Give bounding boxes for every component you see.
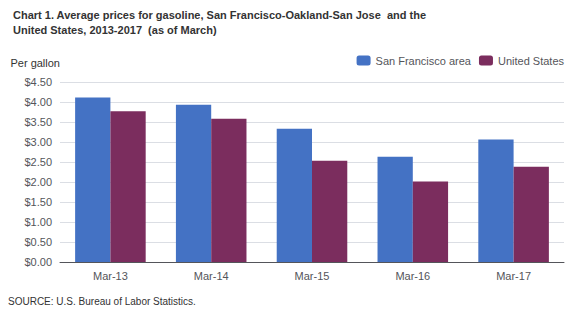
- svg-text:United States, 2013-2017 (as: United States, 2013-2017 (as of March): [13, 24, 217, 36]
- svg-text:SOURCE: U.S. Bureau of Labor S: SOURCE: U.S. Bureau of Labor Statistics.: [8, 296, 196, 307]
- svg-text:$1.00: $1.00: [24, 216, 52, 228]
- svg-text:Mar-17: Mar-17: [496, 270, 531, 282]
- svg-text:$4.50: $4.50: [24, 76, 52, 88]
- svg-text:$4.00: $4.00: [24, 96, 52, 108]
- svg-text:Mar-14: Mar-14: [194, 270, 229, 282]
- svg-text:Chart 1. Average prices for ga: Chart 1. Average prices for gasoline, Sa…: [13, 9, 426, 21]
- svg-text:Mar-16: Mar-16: [395, 270, 430, 282]
- svg-text:Mar-15: Mar-15: [295, 270, 330, 282]
- svg-text:$0.50: $0.50: [24, 236, 52, 248]
- svg-text:$3.50: $3.50: [24, 116, 52, 128]
- svg-text:$0.00: $0.00: [24, 256, 52, 268]
- svg-text:$2.00: $2.00: [24, 176, 52, 188]
- svg-text:Per gallon: Per gallon: [10, 57, 60, 69]
- svg-text:Mar-13: Mar-13: [93, 270, 128, 282]
- svg-text:United States: United States: [498, 55, 565, 67]
- svg-text:San Francisco area: San Francisco area: [376, 55, 472, 67]
- svg-text:$2.50: $2.50: [24, 156, 52, 168]
- svg-text:$3.00: $3.00: [24, 136, 52, 148]
- svg-text:$1.50: $1.50: [24, 196, 52, 208]
